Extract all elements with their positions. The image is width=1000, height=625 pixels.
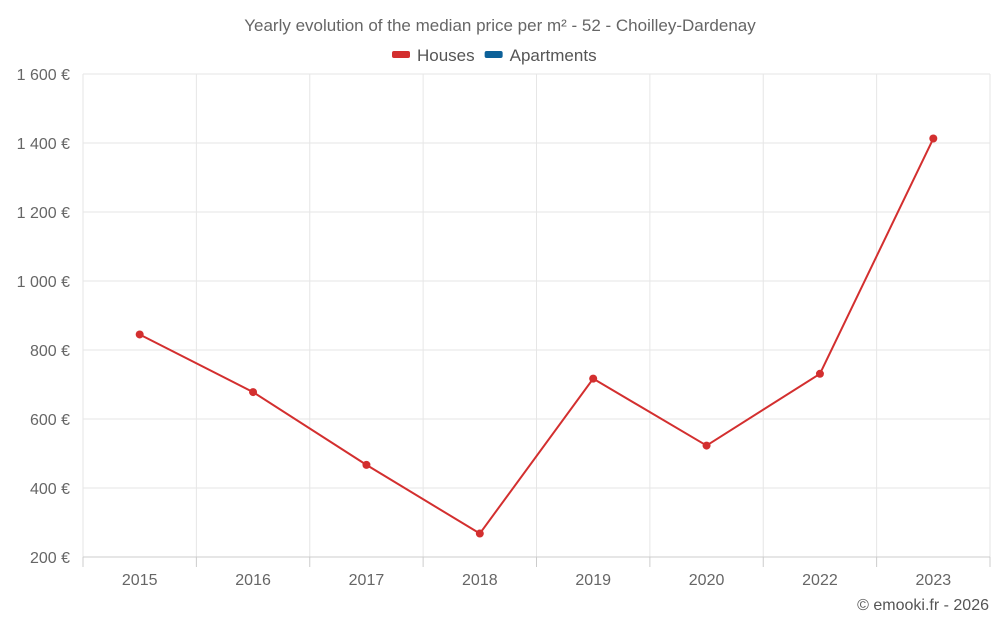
x-tick-label: 2015 (122, 572, 158, 589)
x-axis-ticks: 2015 2016 2017 2018 2019 2020 2022 2023 (82, 557, 991, 589)
x-gridlines (82, 74, 991, 557)
x-tick-label: 2018 (462, 572, 498, 589)
legend-swatch (484, 51, 503, 58)
data-point[interactable] (929, 134, 938, 143)
credit-text: © emooki.fr - 2026 (857, 597, 989, 614)
legend-item[interactable]: Houses (392, 46, 475, 65)
x-tick-label: 2022 (802, 572, 838, 589)
x-tick-label: 2023 (916, 572, 952, 589)
y-axis-ticks: 200 € 400 € 600 € 800 € 1 000 € 1 200 € 1 400 … (17, 67, 70, 567)
y-tick-label: 1 000 € (17, 274, 70, 291)
x-tick-label: 2017 (349, 572, 385, 589)
legend: Houses Apartments (392, 46, 597, 65)
y-tick-label: 400 € (30, 481, 70, 498)
data-point[interactable] (135, 330, 144, 339)
legend-label: Houses (417, 46, 475, 65)
x-tick-label: 2016 (235, 572, 271, 589)
legend-swatch (392, 51, 410, 58)
y-tick-label: 1 400 € (17, 136, 70, 153)
data-point[interactable] (475, 529, 484, 538)
legend-item[interactable]: Apartments (484, 46, 597, 65)
data-point[interactable] (249, 388, 258, 397)
x-tick-label: 2020 (689, 572, 725, 589)
legend-label: Apartments (510, 46, 597, 65)
data-point[interactable] (702, 441, 711, 450)
chart-title: Yearly evolution of the median price per… (244, 16, 756, 35)
y-tick-label: 800 € (30, 343, 70, 360)
x-tick-label: 2019 (575, 572, 611, 589)
y-tick-label: 200 € (30, 550, 70, 567)
y-tick-label: 1 600 € (17, 67, 70, 84)
data-point[interactable] (815, 369, 824, 378)
series-layer (135, 134, 938, 538)
y-tick-label: 600 € (30, 412, 70, 429)
data-point[interactable] (362, 460, 371, 469)
series-line-houses (139, 138, 935, 535)
y-tick-label: 1 200 € (17, 205, 70, 222)
data-point[interactable] (589, 374, 598, 383)
